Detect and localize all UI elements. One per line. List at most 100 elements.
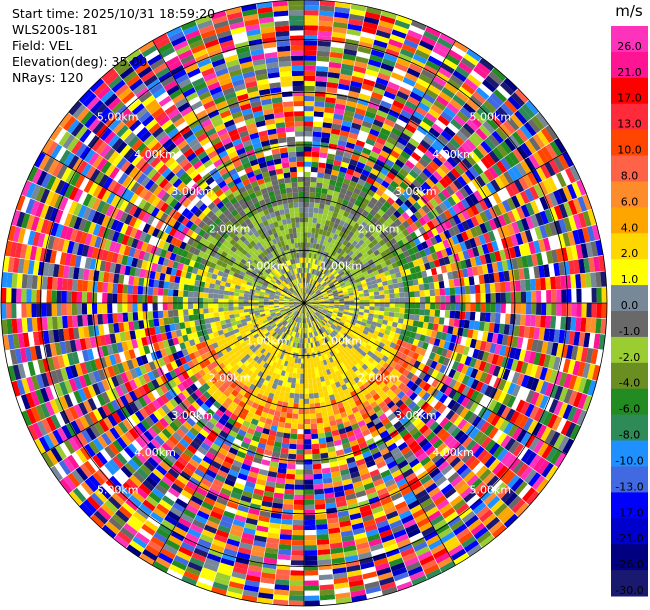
- gate-cell: [252, 493, 264, 501]
- gate-cell: [232, 364, 240, 371]
- gate-cell: [379, 294, 385, 299]
- gate-cell: [473, 446, 485, 459]
- gate-cell: [71, 469, 85, 485]
- gate-cell: [431, 411, 442, 421]
- gate-cell: [237, 381, 245, 389]
- gate-cell: [345, 351, 352, 358]
- gate-cell: [483, 492, 497, 506]
- gate-cell: [290, 433, 298, 440]
- gate-cell: [349, 13, 365, 22]
- gate-cell: [376, 567, 392, 576]
- gate-cell: [440, 265, 448, 274]
- gate-cell: [516, 373, 525, 386]
- gate-cell: [313, 126, 323, 133]
- gate-cell: [452, 214, 462, 225]
- gate-cell: [334, 252, 340, 258]
- gate-cell: [162, 355, 171, 365]
- gate-cell: [331, 323, 337, 329]
- gate-cell: [331, 403, 339, 411]
- gate-cell: [283, 327, 288, 333]
- gate-cell: [449, 456, 462, 468]
- gate-cell: [181, 371, 190, 380]
- gate-cell: [412, 179, 422, 189]
- gate-cell: [242, 589, 259, 598]
- gate-cell: [415, 303, 421, 309]
- gate-cell: [349, 303, 355, 306]
- gate-cell: [144, 519, 159, 532]
- gate-cell: [109, 475, 122, 489]
- gate-cell: [351, 246, 358, 253]
- gate-cell: [386, 425, 396, 435]
- gate-cell: [459, 286, 466, 295]
- gate-cell: [423, 564, 440, 575]
- gate-cell: [316, 265, 321, 271]
- gate-cell: [432, 46, 448, 58]
- gate-cell: [520, 231, 529, 244]
- gate-cell: [341, 233, 348, 240]
- gate-cell: [263, 449, 273, 457]
- gate-cell: [488, 363, 497, 375]
- gate-cell: [234, 341, 241, 347]
- gate-cell: [110, 387, 120, 400]
- gate-cell: [375, 363, 383, 371]
- gate-cell: [448, 227, 457, 237]
- gate-cell: [350, 517, 363, 526]
- gate-cell: [271, 315, 277, 319]
- gate-cell: [350, 3, 367, 12]
- gate-cell: [496, 239, 504, 251]
- gate-cell: [155, 483, 168, 495]
- gate-cell: [281, 442, 290, 449]
- gate-cell: [349, 259, 355, 265]
- gate-cell: [402, 177, 412, 187]
- gate-cell: [247, 376, 255, 384]
- gate-cell: [479, 211, 489, 223]
- gate-cell: [96, 435, 108, 449]
- gate-cell: [322, 256, 327, 263]
- gate-cell: [211, 586, 227, 596]
- gate-cell: [500, 303, 506, 314]
- gate-cell: [427, 376, 436, 386]
- gate-cell: [489, 312, 496, 323]
- gate-cell: [332, 270, 338, 276]
- gate-cell: [447, 122, 460, 134]
- gate-cell: [421, 270, 428, 278]
- gate-cell: [465, 366, 474, 377]
- gate-cell: [384, 456, 395, 465]
- gate-cell: [336, 346, 343, 352]
- gate-cell: [394, 62, 409, 73]
- gate-cell: [321, 281, 327, 287]
- gate-cell: [374, 299, 380, 303]
- gate-cell: [82, 400, 93, 413]
- gate-cell: [306, 323, 308, 329]
- gate-cell: [36, 420, 48, 436]
- gate-cell: [293, 337, 297, 343]
- gate-cell: [405, 34, 421, 45]
- gate-cell: [369, 299, 375, 303]
- gate-cell: [237, 472, 248, 481]
- gate-cell: [282, 354, 287, 361]
- gate-cell: [281, 343, 286, 350]
- gate-cell: [201, 501, 214, 511]
- gate-cell: [304, 227, 308, 233]
- gate-cell: [580, 273, 587, 288]
- gate-cell: [496, 448, 509, 462]
- gate-cell: [398, 346, 406, 354]
- gate-cell: [381, 355, 389, 363]
- gate-cell: [339, 432, 348, 440]
- gate-cell: [363, 309, 370, 314]
- gate-cell: [312, 315, 316, 320]
- gate-cell: [438, 91, 452, 103]
- gate-cell: [304, 298, 306, 303]
- gate-cell: [342, 115, 354, 123]
- gate-cell: [461, 364, 469, 375]
- gate-cell: [582, 362, 591, 379]
- gate-cell: [583, 258, 591, 273]
- gate-cell: [373, 39, 388, 49]
- gate-cell: [504, 437, 516, 451]
- gate-cell: [310, 171, 318, 178]
- gate-cell: [289, 392, 295, 399]
- gate-cell: [280, 309, 286, 312]
- gate-cell: [332, 434, 341, 442]
- gate-cell: [349, 297, 355, 301]
- gate-cell: [346, 168, 355, 176]
